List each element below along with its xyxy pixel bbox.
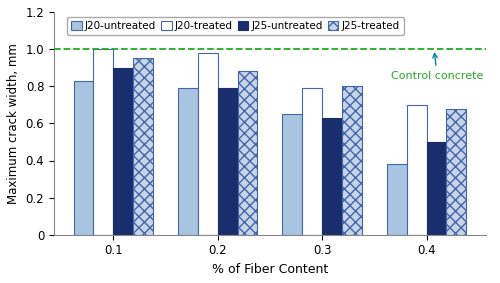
Bar	[407, 105, 426, 235]
Legend: J20-untreated, J20-treated, J25-untreated, J25-treated: J20-untreated, J20-treated, J25-untreate…	[67, 17, 404, 35]
Bar	[282, 114, 302, 235]
X-axis label: % of Fiber Content: % of Fiber Content	[212, 263, 328, 276]
Bar	[178, 88, 198, 235]
Bar	[446, 108, 466, 235]
Bar	[218, 88, 238, 235]
Bar	[342, 86, 362, 235]
Bar	[387, 164, 407, 235]
Bar	[114, 68, 133, 235]
Bar	[426, 142, 446, 235]
Bar	[238, 71, 258, 235]
Bar	[94, 49, 114, 235]
Bar	[74, 81, 94, 235]
Bar	[322, 118, 342, 235]
Y-axis label: Maximum crack width, mm: Maximum crack width, mm	[7, 43, 20, 204]
Bar	[302, 88, 322, 235]
Bar	[133, 58, 153, 235]
Bar	[198, 53, 218, 235]
Text: Control concrete: Control concrete	[391, 53, 484, 81]
